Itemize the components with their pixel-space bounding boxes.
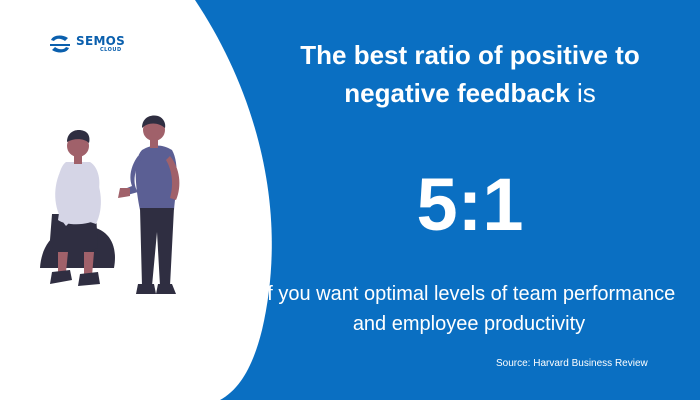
seated-person-shoe-left <box>50 270 72 284</box>
standing-person-pants <box>140 208 174 286</box>
semos-cloud-logo-icon <box>50 35 70 53</box>
logo-sub: CLOUD <box>100 47 122 53</box>
seated-person-leg-left <box>58 252 68 276</box>
seated-person-leg-right <box>84 252 94 276</box>
seated-person-shoe-right <box>78 272 100 286</box>
standing-person-hand <box>118 188 130 198</box>
standing-person-hair <box>142 115 166 128</box>
standing-person-shirt <box>135 145 177 210</box>
seated-person <box>40 130 115 286</box>
subtext: if you want optimal levels of team perfo… <box>262 283 676 335</box>
semos-cloud-logo: SEMOS CLOUD <box>48 34 125 54</box>
white-curved-panel <box>0 0 272 400</box>
standing-person-neck <box>150 138 158 148</box>
seated-person-head <box>67 135 89 157</box>
ratio-value: 5:1 <box>416 163 524 246</box>
seated-person-hair <box>67 130 90 143</box>
seated-person-neck <box>74 154 82 164</box>
standing-person-arm <box>122 156 142 196</box>
standing-person-shoe-left <box>136 284 156 294</box>
seated-person-pants <box>50 214 98 262</box>
headline-normal: is <box>569 78 596 108</box>
seated-person-arm-left <box>55 172 70 226</box>
source-citation: Source: Harvard Business Review <box>496 358 648 369</box>
standing-person-arm-right <box>166 156 180 200</box>
two-people-talking-illustration <box>40 115 180 294</box>
headline: The best ratio of positive to negative f… <box>270 36 670 112</box>
standing-person-shoe-right <box>156 284 176 294</box>
standing-person <box>118 115 180 294</box>
seated-person-arm-right <box>88 170 101 224</box>
headline-bold: The best ratio of positive to negative f… <box>300 40 640 108</box>
logo-name: SEMOS <box>76 34 126 48</box>
